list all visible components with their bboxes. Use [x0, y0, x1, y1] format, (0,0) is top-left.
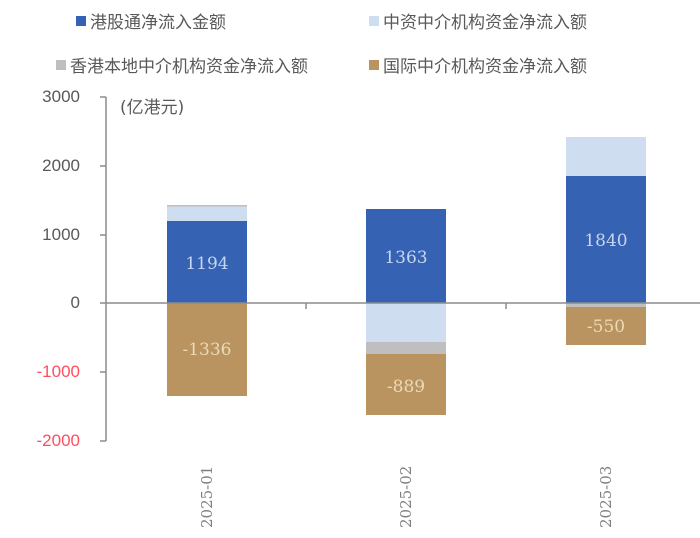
bar-value-label: -889 — [386, 377, 426, 397]
xtick-label: 2025-03 — [597, 465, 615, 528]
ytick-label: 2000 — [42, 156, 80, 175]
bar-2025-01 — [167, 205, 247, 396]
legend-label: 中资中介机构资金净流入额 — [383, 13, 587, 33]
ytick-label: 3000 — [42, 87, 80, 106]
ytick-label: -1000 — [36, 362, 80, 381]
y-ticks — [100, 96, 106, 442]
xtick-label: 2025-01 — [198, 465, 216, 528]
bar-2025-03 — [566, 137, 646, 345]
unit-label: (亿港元) — [120, 98, 185, 118]
ytick-label: 0 — [70, 293, 80, 312]
legend-label: 国际中介机构资金净流入额 — [383, 57, 587, 77]
bar-value-label: 1363 — [384, 248, 428, 268]
legend-item-southbound: 港股通净流入金额 — [76, 8, 226, 33]
legend-label: 香港本地中介机构资金净流入额 — [70, 57, 308, 77]
legend-swatch-icon — [369, 59, 379, 70]
bar-value-label: 1840 — [584, 231, 628, 251]
bar-value-label: 1194 — [185, 254, 229, 274]
bar-2025-02 — [366, 209, 446, 415]
legend-item-intl-brokers: 国际中介机构资金净流入额 — [369, 52, 587, 77]
legend-label: 港股通净流入金额 — [90, 13, 226, 33]
legend-item-chinese-brokers: 中资中介机构资金净流入额 — [369, 8, 587, 33]
legend-swatch-icon — [369, 15, 379, 26]
ytick-label: 1000 — [42, 225, 80, 244]
xtick-label: 2025-02 — [397, 465, 415, 528]
bar-value-label: -550 — [586, 317, 626, 337]
legend-swatch-icon — [76, 15, 86, 26]
legend-item-local-brokers: 香港本地中介机构资金净流入额 — [56, 52, 308, 77]
legend-swatch-icon — [56, 59, 66, 70]
x-ticks — [305, 303, 507, 309]
bar-value-label: -1336 — [182, 340, 232, 360]
ytick-label: -2000 — [36, 431, 80, 450]
